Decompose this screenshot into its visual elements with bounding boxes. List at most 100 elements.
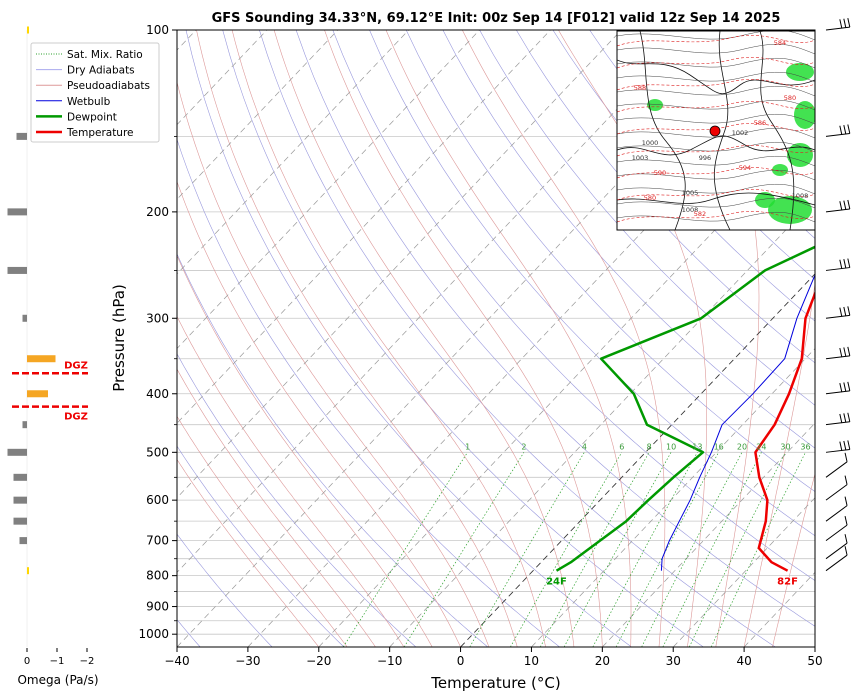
- barb-flag: [843, 125, 847, 135]
- barb-flag: [839, 19, 843, 29]
- wind-barb: [825, 440, 851, 453]
- precip-area: [772, 164, 788, 176]
- pseudoadiabat: [196, 30, 518, 647]
- dry-adiabat: [177, 445, 345, 647]
- mixing-ratio-line: [469, 452, 585, 647]
- wind-barb: [825, 452, 848, 478]
- x-tick-label: 50: [807, 654, 822, 668]
- chart-title: GFS Sounding 34.33°N, 69.12°E Init: 00z …: [212, 11, 781, 26]
- precip-area: [647, 99, 663, 111]
- map-contour-label: 582: [694, 210, 706, 218]
- barb-flag: [839, 413, 843, 424]
- map-border: [639, 31, 686, 230]
- y-tick-label: 100: [146, 23, 169, 37]
- isotherm-line: [814, 646, 815, 647]
- dgz-label: DGZ: [64, 360, 88, 371]
- pressure-contour: [617, 198, 815, 209]
- omega-bar: [13, 473, 27, 481]
- omega-bar: [13, 496, 27, 504]
- y-tick-label: 1000: [138, 627, 169, 641]
- temperature-surface-label: 82F: [777, 577, 798, 588]
- isotherm-line: [247, 49, 815, 647]
- precip-area: [786, 63, 814, 81]
- map-contour-label: 1002: [732, 129, 749, 137]
- wind-barb: [825, 534, 848, 560]
- wetbulb-profile-line: [660, 273, 815, 571]
- map-contour-label: 586: [754, 119, 766, 127]
- barb-flag: [839, 441, 843, 451]
- barb-flag: [843, 347, 847, 357]
- isotherm-line: [460, 273, 815, 647]
- y-tick-label: 800: [146, 569, 169, 583]
- omega-panel: DGZ DGZ 0 −1 −2 Omega (Pa/s): [7, 26, 99, 687]
- mixing-ratio-label: 36: [800, 442, 810, 451]
- pressure-contour: [617, 31, 815, 41]
- dry-adiabat: [369, 30, 815, 537]
- pressure-contour: [617, 212, 815, 223]
- pseudoadiabat: [462, 30, 666, 647]
- map-border: [617, 192, 815, 206]
- x-tick-label: −40: [164, 654, 189, 668]
- omega-bar: [7, 208, 27, 216]
- barb-shaft: [825, 484, 848, 501]
- mixing-ratio-line: [510, 452, 623, 647]
- omega-bar: [7, 448, 27, 456]
- height-contour: [617, 57, 815, 69]
- map-contour-label: 1008: [792, 192, 809, 200]
- map-border: [617, 59, 815, 94]
- omega-tick-label: −1: [50, 656, 65, 667]
- barb-flag: [847, 199, 851, 210]
- map-border: [759, 31, 795, 230]
- pressure-contour: [617, 100, 815, 111]
- pressure-contour: [617, 44, 815, 55]
- dry-adiabat: [177, 533, 273, 647]
- mixing-ratio-label: 2: [521, 442, 526, 451]
- sounding-location-marker: [709, 125, 721, 137]
- barb-flag: [847, 306, 851, 316]
- pseudoadiabat: [177, 459, 320, 647]
- pseudoadiabat: [558, 30, 707, 647]
- mixing-ratio-label: 10: [666, 442, 676, 451]
- pseudoadiabat: [743, 30, 815, 647]
- isotherm-line: [177, 30, 480, 350]
- x-tick-label: 40: [736, 654, 751, 668]
- barb-flag: [844, 534, 848, 544]
- dry-adiabat: [295, 30, 815, 627]
- legend-label: Temperature: [66, 127, 134, 139]
- barb-flag: [839, 347, 843, 358]
- y-axis-label: Pressure (hPa): [110, 284, 128, 392]
- map-contour-label: 1008: [682, 206, 699, 214]
- barb-flag: [839, 382, 843, 393]
- omega-bar: [22, 421, 27, 429]
- map-contour-label: 580: [784, 94, 796, 102]
- dry-adiabat: [516, 30, 815, 364]
- height-contour: [617, 189, 815, 201]
- isotherm-line: [318, 124, 815, 647]
- height-contour: [617, 123, 815, 135]
- wind-barb: [825, 199, 851, 213]
- profiles: [555, 245, 815, 572]
- pressure-contour: [617, 142, 815, 153]
- mixing-ratio-label: 30: [780, 442, 790, 451]
- omega-bar: [13, 517, 27, 525]
- pseudoadiabat: [324, 30, 603, 647]
- x-tick-label: −20: [306, 654, 331, 668]
- barb-flag: [843, 200, 847, 210]
- surface-annotations: 24F 82F: [546, 577, 798, 588]
- omega-axis-label: Omega (Pa/s): [17, 673, 98, 687]
- pseudoadiabat: [677, 30, 760, 647]
- omega-tick-label: −2: [80, 656, 95, 667]
- height-contour: [617, 101, 815, 113]
- mixing-ratio-line: [688, 452, 786, 647]
- pressure-contour: [617, 72, 815, 83]
- pseudoadiabat: [772, 472, 815, 647]
- dry-adiabat: [222, 30, 704, 647]
- barb-flag: [839, 307, 843, 317]
- map-contour-label: 588: [634, 84, 646, 92]
- barb-flag: [839, 259, 843, 269]
- barb-shaft: [825, 554, 848, 572]
- map-contour-label: 594: [739, 164, 751, 172]
- omega-bar: [27, 26, 29, 34]
- map-contour-label: 1000: [642, 139, 659, 147]
- precip-area: [794, 101, 815, 129]
